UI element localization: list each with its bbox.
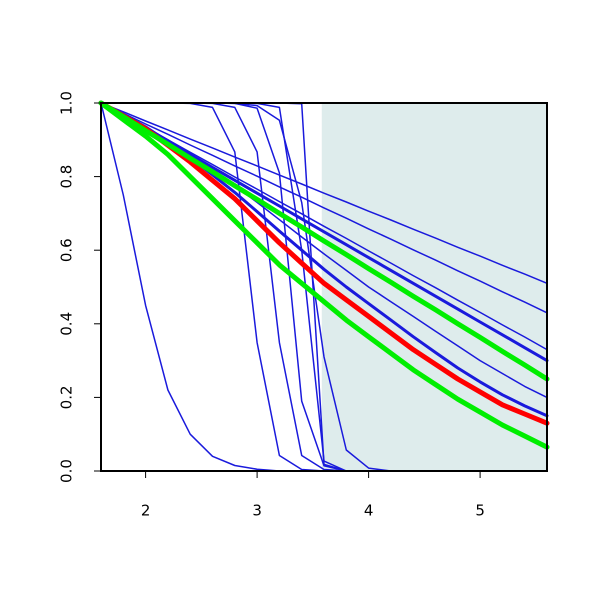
series-line (100, 102, 548, 399)
y-tick-label: 0.0 (58, 459, 76, 483)
series-line (98, 100, 550, 382)
plot-frame (100, 102, 548, 472)
y-tick-label: 0.6 (58, 238, 76, 262)
y-tick-label: 0.4 (58, 312, 76, 336)
y-tick-label: 0.8 (58, 165, 76, 189)
x-tick-label: 5 (475, 502, 485, 520)
x-tick-label: 3 (252, 502, 262, 520)
series-line (98, 100, 550, 450)
y-tick-label: 1.0 (58, 91, 76, 115)
x-tick-label: 2 (141, 502, 151, 520)
x-tick-label: 4 (364, 502, 374, 520)
y-tick-label: 0.2 (58, 385, 76, 409)
series-line (100, 102, 548, 314)
series-line (100, 102, 548, 285)
